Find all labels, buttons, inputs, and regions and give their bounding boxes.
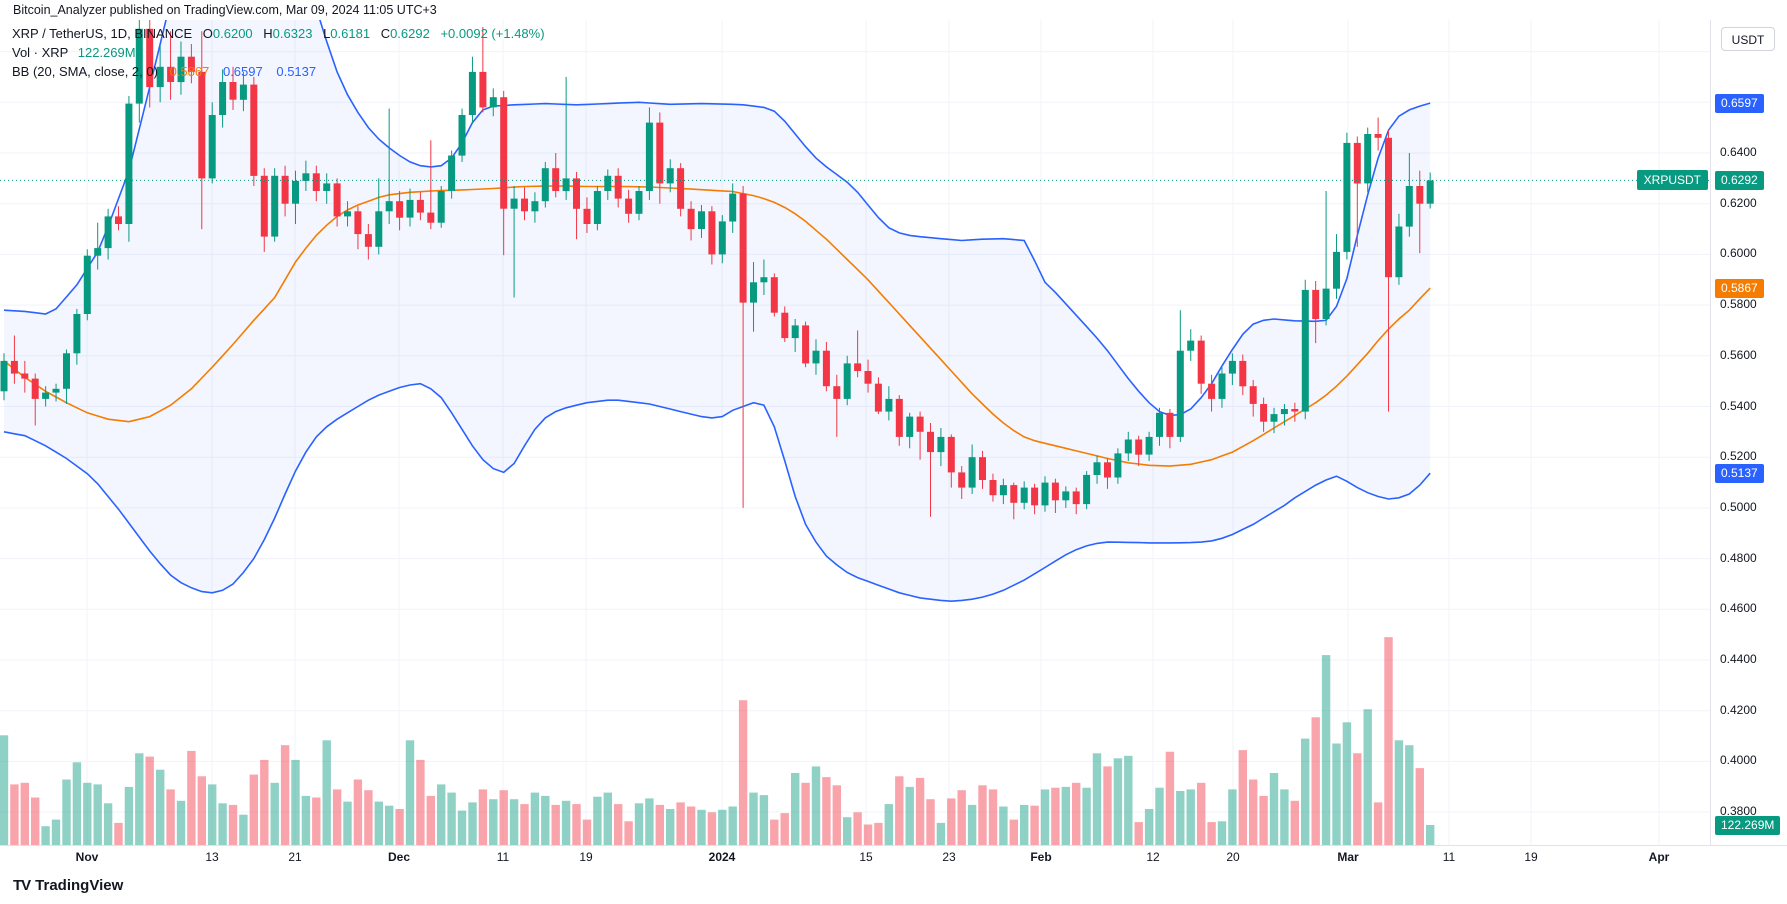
price-badge: 0.6597: [1715, 93, 1764, 113]
time-tick-label: 23: [942, 850, 956, 864]
tradingview-wordmark[interactable]: TradingView: [35, 876, 124, 894]
price-tick-label: 0.5800: [1720, 297, 1757, 312]
price-tick-label: 0.5000: [1720, 499, 1757, 514]
price-chart[interactable]: XRPUSDT XRP / TetherUS, 1D, BINANCE O0.6…: [0, 20, 1710, 845]
price-axis[interactable]: USDT 0.6400 0.6200 0.6000 0.5800 0.5600 0.540…: [1710, 20, 1787, 845]
time-axis[interactable]: Nov 13 21 Dec 11 19 2024 15 23 Feb 12 20 Mar 11 19 Apr: [0, 845, 1787, 868]
time-tick-label: 11: [496, 850, 510, 864]
tradingview-logo-icon[interactable]: TV: [13, 876, 31, 894]
price-badge: 122.269M: [1715, 815, 1781, 835]
price-badge: 0.5137: [1715, 463, 1764, 483]
symbol-price-tag: XRPUSDT: [1636, 170, 1708, 191]
time-tick-label: 19: [1524, 850, 1538, 864]
price-tick-label: 0.5400: [1720, 398, 1757, 413]
attribution: Bitcoin_Analyzer published on TradingVie…: [0, 0, 1787, 20]
price-tick-label: 0.4800: [1720, 550, 1757, 565]
time-tick-label: Dec: [387, 850, 411, 864]
time-tick-label: 13: [205, 850, 219, 864]
time-tick-label: 12: [1146, 850, 1160, 864]
price-tick-label: 0.6400: [1720, 145, 1757, 159]
time-tick-label: 21: [288, 850, 302, 864]
time-tick-label: Mar: [1337, 850, 1359, 864]
price-tick-label: 0.4400: [1720, 652, 1757, 666]
price-tick-label: 0.4600: [1720, 601, 1757, 616]
time-tick-label: Apr: [1648, 850, 1670, 864]
time-tick-label: Feb: [1030, 850, 1052, 864]
chart-root: XRPUSDT XRP / TetherUS, 1D, BINANCE O0.6…: [0, 20, 1787, 868]
chart-svg: [0, 20, 1710, 845]
price-tick-label: 0.6000: [1720, 246, 1757, 261]
time-tick-label: 11: [1442, 850, 1456, 864]
time-tick-label: 2024: [708, 850, 736, 864]
time-tick-label: Nov: [75, 850, 99, 864]
price-tick-label: 0.4200: [1720, 702, 1757, 717]
time-tick-label: 19: [579, 850, 593, 864]
footer: TV TradingView: [13, 874, 123, 896]
price-tick-label: 0.4000: [1720, 753, 1757, 768]
time-tick-label: 15: [859, 850, 873, 864]
currency-toggle-button[interactable]: USDT: [1721, 27, 1775, 51]
price-badge: 0.6292: [1715, 170, 1764, 190]
price-tick-label: 0.5200: [1720, 449, 1757, 464]
price-tick-label: 0.6200: [1720, 195, 1757, 210]
chart-canvas[interactable]: [0, 20, 1710, 845]
time-tick-label: 20: [1226, 850, 1240, 864]
price-tick-label: 0.3800: [1720, 804, 1757, 819]
price-badge: 0.5867: [1715, 278, 1764, 298]
price-tick-label: 0.5600: [1720, 347, 1757, 362]
